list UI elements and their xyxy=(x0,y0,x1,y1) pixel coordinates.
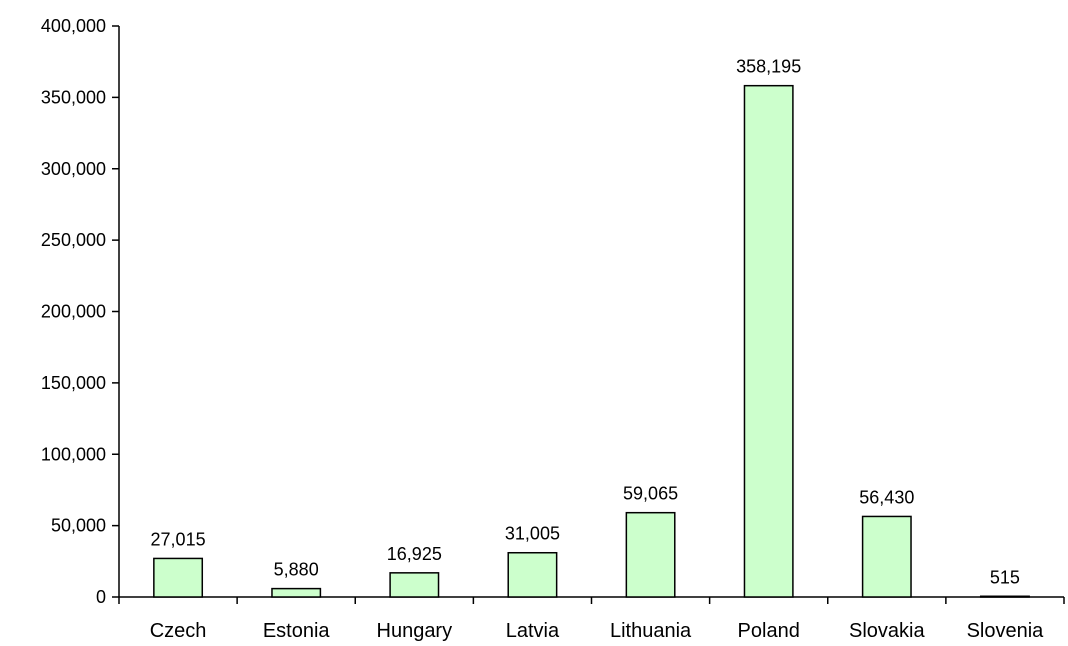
y-axis: 0 50,000 100,000 150,000 200,000 250,000 300,0… xyxy=(41,16,120,607)
y-tick-label: 0 xyxy=(96,587,106,607)
y-tick-label: 250,000 xyxy=(41,230,106,250)
bar-lithuania xyxy=(625,511,676,598)
y-tick-label: 100,000 xyxy=(41,444,106,464)
bars xyxy=(153,84,1030,598)
data-label-poland: 358,195 xyxy=(736,57,801,77)
data-label-lithuania: 59,065 xyxy=(623,484,678,504)
y-tick-label: 50,000 xyxy=(51,516,106,536)
data-label-latvia: 31,005 xyxy=(505,524,560,544)
category-label-estonia: Estonia xyxy=(263,620,331,641)
category-label-poland: Poland xyxy=(738,620,800,641)
bar-hungary xyxy=(389,572,440,598)
data-label-slovenia: 515 xyxy=(990,567,1020,587)
y-tick-label: 350,000 xyxy=(41,87,106,107)
bar-slovenia xyxy=(979,595,1030,598)
category-label-slovakia: Slovakia xyxy=(849,620,925,641)
bar-czech xyxy=(153,557,204,598)
bar-slovakia xyxy=(861,515,912,598)
data-labels: 27,015 5,880 16,925 31,005 59,065 358,195 56,4… xyxy=(151,57,1020,588)
data-label-slovakia: 56,430 xyxy=(859,487,914,507)
x-axis: Czech Estonia Hungary Latvia Lithuania Poland… xyxy=(118,596,1065,642)
y-tick-label: 400,000 xyxy=(41,16,106,36)
bar-poland xyxy=(743,84,794,598)
category-label-latvia: Latvia xyxy=(506,620,560,641)
category-label-lithuania: Lithuania xyxy=(610,620,692,641)
bar-latvia xyxy=(507,551,558,598)
y-tick-label: 300,000 xyxy=(41,159,106,179)
y-tick-label: 150,000 xyxy=(41,373,106,393)
data-label-hungary: 16,925 xyxy=(387,544,442,564)
y-tick-label: 200,000 xyxy=(41,302,106,322)
category-label-czech: Czech xyxy=(150,620,207,641)
category-label-hungary: Hungary xyxy=(377,620,453,641)
data-label-czech: 27,015 xyxy=(151,529,206,549)
bar-estonia xyxy=(271,587,322,598)
data-label-estonia: 5,880 xyxy=(274,560,319,580)
category-label-slovenia: Slovenia xyxy=(967,620,1045,641)
